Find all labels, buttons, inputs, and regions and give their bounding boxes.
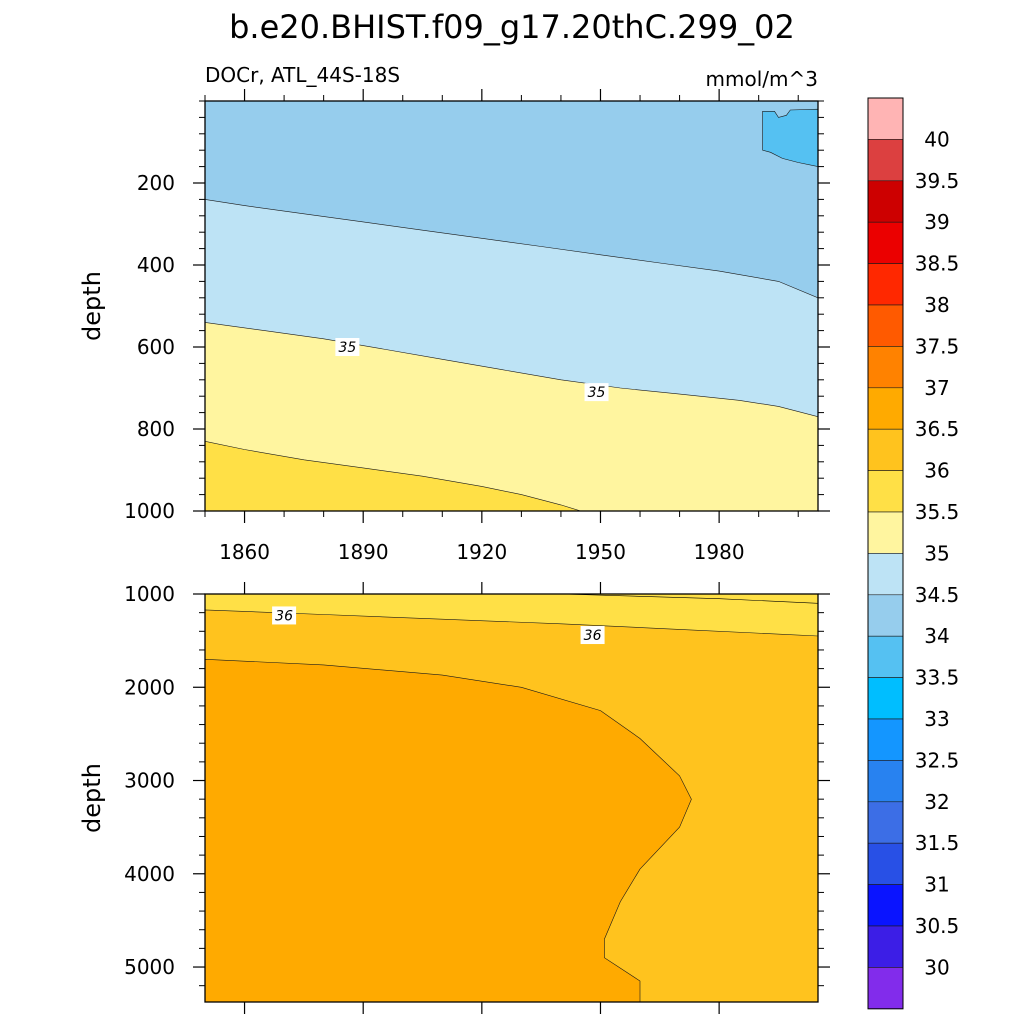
y-axis-label: depth bbox=[78, 271, 106, 341]
contour-label-text: 35 bbox=[588, 385, 606, 401]
colorbar-label: 30.5 bbox=[915, 914, 960, 938]
colorbar-label: 36.5 bbox=[915, 417, 960, 441]
colorbar-box bbox=[867, 263, 904, 306]
x-tick-label: 1950 bbox=[575, 540, 626, 564]
y-axis-label: depth bbox=[78, 763, 106, 833]
colorbar-box bbox=[867, 97, 904, 140]
contour-label-text: 36 bbox=[584, 628, 602, 644]
colorbar-box bbox=[867, 842, 904, 885]
colorbar-box bbox=[867, 635, 904, 678]
contour-region-36.5-37 bbox=[205, 658, 692, 1002]
contour-label-text: 35 bbox=[338, 340, 356, 356]
contour-label-text: 36 bbox=[275, 608, 293, 624]
colorbar-box bbox=[867, 180, 904, 223]
contour-region-35.5-36 bbox=[205, 440, 581, 511]
figure-title: b.e20.BHIST.f09_g17.20thC.299_02 bbox=[229, 8, 795, 46]
colorbar-label: 35.5 bbox=[915, 500, 960, 524]
colorbar: 40 39.5 39 38.5 38 37.5 37 36.5 36 35.5 35 34.5 34 33… bbox=[867, 97, 960, 1010]
y-tick-label: 5000 bbox=[124, 955, 175, 979]
colorbar-label: 32.5 bbox=[915, 748, 960, 772]
colorbar-label: 30 bbox=[924, 955, 949, 979]
colorbar-box bbox=[867, 221, 904, 264]
colorbar-frame bbox=[867, 97, 904, 1010]
colorbar-label: 34 bbox=[924, 624, 949, 648]
colorbar-box bbox=[867, 470, 904, 513]
colorbar-label: 40 bbox=[924, 127, 949, 151]
y-tick-label: 800 bbox=[137, 417, 175, 441]
y-tick-label: 4000 bbox=[124, 862, 175, 886]
colorbar-box bbox=[867, 553, 904, 596]
upper-contour-panel: 1860 1890 1920 1950 1980 200 400 600 800 1000 dept… bbox=[78, 89, 830, 564]
upper-panel-fills bbox=[205, 101, 818, 511]
colorbar-label: 33.5 bbox=[915, 666, 960, 690]
colorbar-label: 33 bbox=[924, 707, 949, 731]
colorbar-box bbox=[867, 594, 904, 637]
y-tick-label: 400 bbox=[137, 253, 175, 277]
contour-label: 35 bbox=[335, 338, 360, 356]
colorbar-box bbox=[867, 511, 904, 554]
colorbar-label: 38.5 bbox=[915, 252, 960, 276]
colorbar-box bbox=[867, 967, 904, 1010]
colorbar-box bbox=[867, 387, 904, 430]
y-tick-label: 600 bbox=[137, 335, 175, 359]
colorbar-label: 32 bbox=[924, 790, 949, 814]
x-tick-label: 1980 bbox=[694, 540, 745, 564]
colorbar-box bbox=[867, 718, 904, 761]
colorbar-box bbox=[867, 346, 904, 389]
colorbar-label: 39 bbox=[924, 210, 949, 234]
colorbar-label: 38 bbox=[924, 293, 949, 317]
x-tick-label: 1920 bbox=[456, 540, 507, 564]
colorbar-label: 39.5 bbox=[915, 169, 960, 193]
colorbar-label: 37.5 bbox=[915, 334, 960, 358]
colorbar-label: 34.5 bbox=[915, 583, 960, 607]
colorbar-box bbox=[867, 304, 904, 347]
contour-region-33.5-34 bbox=[762, 108, 818, 167]
y-tick-label: 3000 bbox=[124, 769, 175, 793]
x-tick-label: 1890 bbox=[338, 540, 389, 564]
colorbar-label: 36 bbox=[924, 459, 949, 483]
y-tick-label: 1000 bbox=[124, 499, 175, 523]
colorbar-box bbox=[867, 925, 904, 968]
colorbar-label: 31.5 bbox=[915, 831, 960, 855]
colorbar-box bbox=[867, 884, 904, 927]
lower-panel-frame bbox=[204, 593, 819, 1003]
colorbar-label: 37 bbox=[924, 376, 949, 400]
contour-label: 36 bbox=[272, 606, 297, 625]
colorbar-label: 35 bbox=[924, 541, 949, 565]
variable-region-label: DOCr, ATL_44S-18S bbox=[205, 63, 400, 87]
colorbar-box bbox=[867, 139, 904, 182]
colorbar-box bbox=[867, 677, 904, 720]
y-tick-label: 200 bbox=[137, 171, 175, 195]
y-tick-label: 2000 bbox=[124, 675, 175, 699]
colorbar-box bbox=[867, 801, 904, 844]
colorbar-box bbox=[867, 428, 904, 471]
contour-label: 35 bbox=[584, 383, 609, 402]
units-label: mmol/m^3 bbox=[706, 67, 818, 91]
contour-label: 36 bbox=[580, 626, 605, 645]
x-tick-label: 1860 bbox=[219, 540, 270, 564]
upper-panel-frame bbox=[204, 100, 819, 512]
colorbar-label: 31 bbox=[924, 873, 949, 897]
colorbar-box bbox=[867, 760, 904, 803]
lower-panel-fills bbox=[205, 594, 818, 1002]
lower-contour-panel: 1000 2000 3000 4000 5000 depth 36 36 bbox=[78, 582, 830, 1014]
contour-line bbox=[560, 594, 818, 604]
y-tick-label: 1000 bbox=[124, 582, 175, 606]
